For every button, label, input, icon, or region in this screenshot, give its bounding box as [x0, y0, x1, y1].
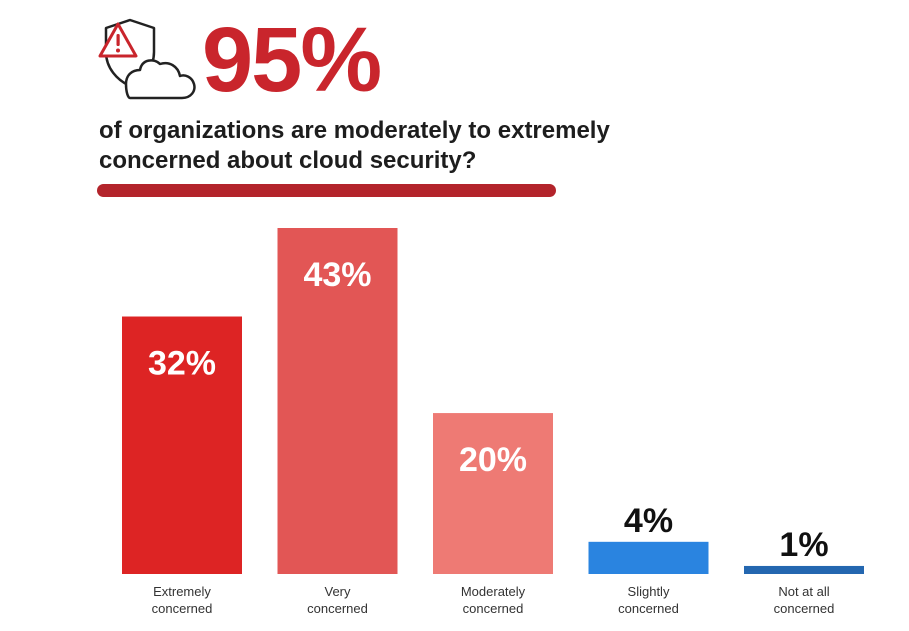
shield-warning-cloud-icon	[96, 14, 200, 104]
category-label-4-1: concerned	[774, 601, 835, 616]
category-label-4-0: Not at all	[778, 584, 829, 599]
category-label-0-0: Extremely	[153, 584, 211, 599]
category-label-1-1: concerned	[307, 601, 368, 616]
value-label-4: 1%	[779, 526, 828, 564]
value-label-3: 4%	[624, 502, 673, 540]
headline-stat: 95%	[202, 9, 382, 111]
category-label-3-0: Slightly	[628, 584, 670, 599]
category-label-2-0: Moderately	[461, 584, 526, 599]
bar-0	[122, 316, 242, 574]
bar-2	[433, 413, 553, 574]
category-label-0-1: concerned	[152, 601, 213, 616]
value-label-2: 20%	[459, 441, 527, 479]
headline-text-line2: concerned about cloud security?	[99, 147, 477, 174]
value-label-0: 32%	[148, 345, 216, 383]
bar-3	[588, 541, 709, 574]
headline-text: of organizations are moderately to extre…	[99, 116, 699, 176]
category-label-1-0: Very	[324, 584, 351, 599]
category-label-3-1: concerned	[618, 601, 679, 616]
bar-4	[744, 565, 864, 574]
bar-1	[277, 228, 398, 574]
category-label-2-1: concerned	[463, 601, 524, 616]
divider-bar	[97, 184, 556, 197]
headline-text-line1: of organizations are moderately to extre…	[99, 117, 610, 144]
value-label-1: 43%	[303, 256, 371, 294]
